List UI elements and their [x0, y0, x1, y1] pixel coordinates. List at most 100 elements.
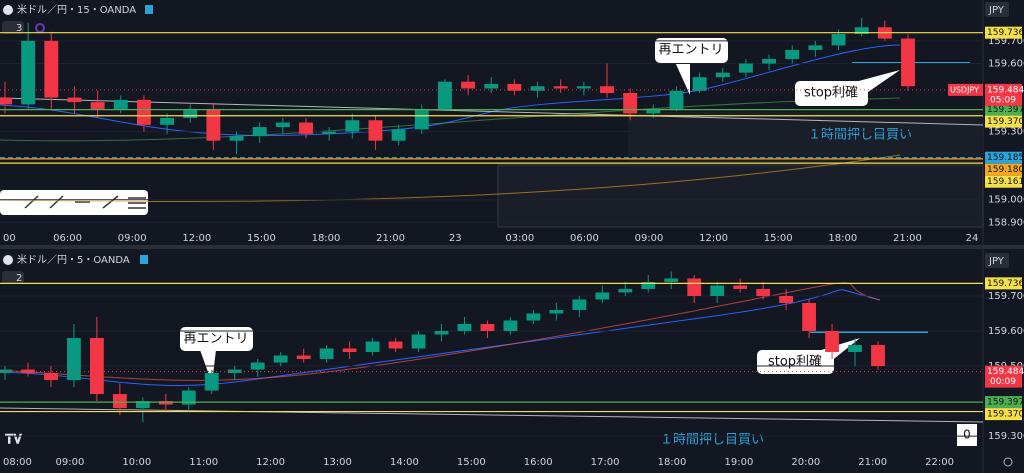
candle-body [669, 90, 684, 109]
candle-body [710, 285, 725, 296]
time-label: 18:00 [658, 457, 687, 468]
time-label: 21:00 [893, 233, 922, 244]
candle-body [21, 40, 36, 105]
candle-body [112, 394, 127, 409]
pane-number[interactable]: 3 [16, 23, 22, 34]
level-label-box [985, 277, 1022, 290]
time-label: 20:00 [791, 457, 820, 468]
level-label-box [985, 151, 1022, 164]
candle-body [779, 295, 793, 303]
callout [795, 81, 868, 106]
candle-body [388, 341, 403, 349]
time-label: 15:00 [764, 233, 793, 244]
candle-body [756, 288, 771, 296]
candle-body [831, 34, 846, 46]
time-label: 11:00 [189, 457, 218, 468]
time-label: 03:00 [505, 233, 534, 244]
candle-body [368, 120, 383, 141]
time-label: 08:00 [3, 457, 32, 468]
candle-body [507, 83, 522, 91]
current-price-box [985, 365, 1022, 388]
candle-body [808, 45, 823, 50]
candle-body [641, 281, 656, 289]
currency-box[interactable] [985, 2, 1009, 17]
range-box [497, 164, 984, 228]
price-tick-label: 159.700 [988, 36, 1024, 47]
candle-body [44, 40, 59, 98]
level-label: 159.161 [987, 177, 1024, 187]
candle-body [411, 334, 426, 349]
stop-label: stop利確 [804, 85, 858, 101]
candle-body [135, 401, 150, 409]
level-label-box [985, 26, 1022, 39]
count: 0 [963, 428, 971, 442]
currency[interactable]: JPY [988, 5, 1005, 16]
time-label: 09:00 [635, 233, 664, 244]
count-box [957, 424, 977, 446]
flag-icon [140, 255, 148, 264]
time-label: 09:00 [118, 233, 147, 244]
time-label: 22:00 [925, 457, 954, 468]
candle-body [296, 355, 311, 360]
candle-body [785, 49, 800, 59]
level-label-box [985, 175, 1022, 188]
level-label: 159.370 [987, 117, 1024, 127]
candle-body [67, 338, 81, 381]
flag-icon [145, 5, 153, 14]
price-tick-label: 159.600 [988, 59, 1024, 70]
moving-average [0, 154, 901, 203]
candle-body [530, 86, 545, 91]
candle-body [345, 120, 360, 132]
time-label: 06:00 [570, 233, 599, 244]
level-label: 159.736 [987, 28, 1024, 38]
time-label: 12:00 [699, 233, 728, 244]
candle-body [738, 63, 753, 73]
level-label-box [985, 115, 1022, 128]
pane-number[interactable]: 2 [16, 273, 22, 284]
candle-body [158, 401, 173, 405]
time-label: 15:00 [457, 457, 486, 468]
time-label: 12:00 [182, 233, 211, 244]
candle-body [183, 108, 198, 118]
settings-icon[interactable] [1003, 457, 1013, 467]
candle-body [90, 102, 105, 109]
candle-body [391, 129, 406, 141]
candle-body [21, 369, 35, 374]
candle-body [484, 83, 499, 89]
time-label: 21:00 [376, 233, 405, 244]
drawing-toolbar[interactable] [0, 190, 148, 215]
candle-body [437, 81, 452, 109]
candle-body [457, 323, 472, 332]
current-price: 159.484 [987, 85, 1024, 95]
currency[interactable]: JPY [988, 256, 1005, 267]
price-tick-label: 159.300 [988, 431, 1024, 442]
callout [757, 350, 834, 374]
toolbar-icons[interactable] [24, 195, 146, 209]
level-label-box [985, 408, 1022, 421]
candle-body [322, 131, 337, 134]
candle-body [715, 72, 730, 78]
range-box [628, 112, 983, 162]
candle-body [319, 348, 334, 360]
candle-body [136, 99, 151, 125]
currency-box[interactable] [985, 253, 1009, 268]
candle-body [365, 341, 380, 353]
price-tick-label: 159.700 [988, 291, 1024, 302]
candle-body [692, 77, 707, 91]
time-label: 19:00 [724, 457, 753, 468]
symbol-icon [3, 5, 13, 15]
level-label: 159.180 [987, 165, 1024, 175]
candle-body [461, 81, 476, 89]
candle-body [414, 108, 429, 130]
candle-body [229, 136, 244, 141]
candle-body [44, 373, 58, 381]
candle-body [434, 331, 449, 335]
reentry-label: 再エントリ [658, 43, 723, 58]
level-label: 159.397 [987, 105, 1024, 115]
candle-body [572, 299, 587, 310]
candle-body [227, 369, 242, 374]
candle-body [553, 86, 568, 89]
time-label: 06:00 [53, 233, 82, 244]
candle-body [802, 302, 816, 332]
